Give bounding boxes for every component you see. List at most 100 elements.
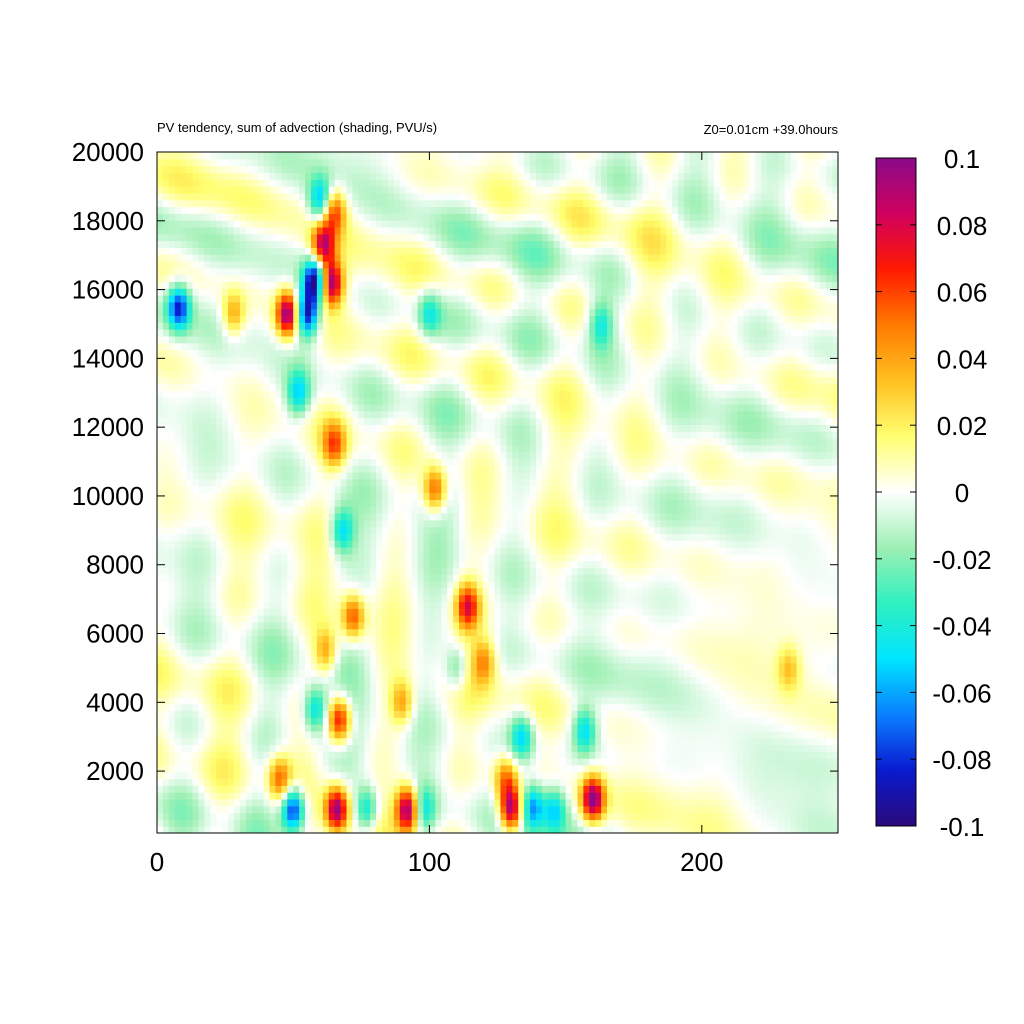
heatmap-cell bbox=[162, 710, 170, 718]
heatmap-cell bbox=[198, 567, 205, 575]
heatmap-cell bbox=[755, 778, 762, 786]
heatmap-cell bbox=[346, 710, 354, 718]
heatmap-cell bbox=[251, 819, 259, 827]
heatmap-cell bbox=[601, 710, 608, 718]
heatmap-cell bbox=[328, 567, 336, 575]
heatmap-cell bbox=[595, 689, 602, 698]
heatmap-cell bbox=[642, 683, 650, 691]
heatmap-cell bbox=[541, 560, 549, 569]
heatmap-cell bbox=[281, 751, 288, 759]
heatmap-cell bbox=[210, 751, 217, 759]
heatmap-cell bbox=[198, 642, 205, 650]
heatmap-cell bbox=[719, 703, 727, 712]
heatmap-cell bbox=[820, 601, 827, 609]
heatmap-cell bbox=[618, 628, 626, 637]
heatmap-cell bbox=[672, 764, 679, 773]
heatmap-cell bbox=[198, 669, 205, 677]
heatmap-cell bbox=[612, 669, 620, 677]
heatmap-cell bbox=[701, 771, 709, 780]
heatmap-cell bbox=[251, 798, 259, 807]
heatmap-cell bbox=[666, 635, 673, 643]
heatmap-cell bbox=[429, 798, 436, 807]
heatmap-cell bbox=[589, 751, 596, 759]
heatmap-cell bbox=[281, 628, 288, 637]
heatmap-cell bbox=[695, 587, 703, 596]
heatmap-cell bbox=[482, 574, 490, 582]
heatmap-cell bbox=[198, 730, 205, 739]
heatmap-cell bbox=[310, 560, 318, 569]
heatmap-cell bbox=[328, 594, 336, 603]
heatmap-cell bbox=[464, 689, 472, 698]
heatmap-cell bbox=[441, 669, 448, 677]
heatmap-cell bbox=[228, 751, 235, 759]
heatmap-cell bbox=[411, 587, 419, 596]
heatmap-cell bbox=[518, 778, 525, 786]
heatmap-cell bbox=[180, 771, 188, 780]
heatmap-cell bbox=[601, 546, 608, 555]
heatmap-cell bbox=[476, 764, 484, 773]
heatmap-cell bbox=[672, 628, 679, 637]
heatmap-cell bbox=[299, 751, 306, 759]
heatmap-cell bbox=[287, 737, 294, 746]
heatmap-cell bbox=[778, 560, 786, 569]
heatmap-cell bbox=[376, 724, 383, 732]
heatmap-cell bbox=[755, 676, 762, 684]
heatmap-cell bbox=[553, 764, 561, 773]
heatmap-cell bbox=[583, 696, 590, 705]
heatmap-cell bbox=[228, 826, 235, 833]
heatmap-cell bbox=[790, 730, 798, 739]
heatmap-cell bbox=[607, 546, 614, 555]
heatmap-cell bbox=[512, 601, 519, 609]
heatmap-cell bbox=[524, 764, 531, 773]
heatmap-cell bbox=[399, 574, 407, 582]
heatmap-cell bbox=[772, 601, 780, 609]
heatmap-cell bbox=[654, 567, 661, 575]
heatmap-cell bbox=[695, 737, 703, 746]
heatmap-cell bbox=[399, 662, 407, 671]
heatmap-cell bbox=[186, 608, 194, 616]
heatmap-cell bbox=[494, 696, 502, 705]
heatmap-cell bbox=[459, 587, 466, 596]
heatmap-cell bbox=[589, 689, 596, 698]
heatmap-cell bbox=[796, 567, 804, 575]
heatmap-cell bbox=[766, 819, 774, 827]
heatmap-cell bbox=[376, 546, 383, 555]
heatmap-cell bbox=[701, 730, 709, 739]
heatmap-cell bbox=[500, 540, 507, 548]
heatmap-cell bbox=[713, 574, 721, 582]
heatmap-cell bbox=[559, 696, 567, 705]
heatmap-cell bbox=[713, 567, 721, 575]
heatmap-cell bbox=[488, 662, 496, 671]
heatmap-cell bbox=[494, 553, 502, 562]
heatmap-cell bbox=[316, 642, 324, 650]
heatmap-cell bbox=[210, 785, 217, 793]
heatmap-cell bbox=[393, 812, 401, 820]
heatmap-cell bbox=[275, 635, 282, 643]
heatmap-cell bbox=[447, 683, 454, 691]
heatmap-cell bbox=[547, 683, 555, 691]
heatmap-cell bbox=[162, 683, 170, 691]
heatmap-cell bbox=[198, 785, 205, 793]
heatmap-cell bbox=[725, 710, 733, 718]
heatmap-cell bbox=[506, 826, 513, 833]
heatmap-cell bbox=[470, 649, 478, 657]
heatmap-cell bbox=[482, 608, 490, 616]
heatmap-cell bbox=[530, 546, 537, 555]
heatmap-cell bbox=[766, 676, 774, 684]
heatmap-cell bbox=[447, 751, 454, 759]
heatmap-cell bbox=[157, 540, 164, 548]
heatmap-cell bbox=[530, 744, 537, 752]
heatmap-cell bbox=[684, 730, 691, 739]
heatmap-cell bbox=[340, 574, 348, 582]
heatmap-cell bbox=[174, 737, 182, 746]
heatmap-cell bbox=[707, 805, 715, 814]
heatmap-cell bbox=[358, 546, 365, 555]
heatmap-cell bbox=[358, 662, 365, 671]
heatmap-cell bbox=[547, 594, 555, 603]
heatmap-cell bbox=[447, 608, 454, 616]
heatmap-cell bbox=[618, 724, 626, 732]
heatmap-cell bbox=[577, 724, 584, 732]
heatmap-cell bbox=[328, 635, 336, 643]
heatmap-cell bbox=[180, 751, 188, 759]
heatmap-cell bbox=[559, 587, 567, 596]
